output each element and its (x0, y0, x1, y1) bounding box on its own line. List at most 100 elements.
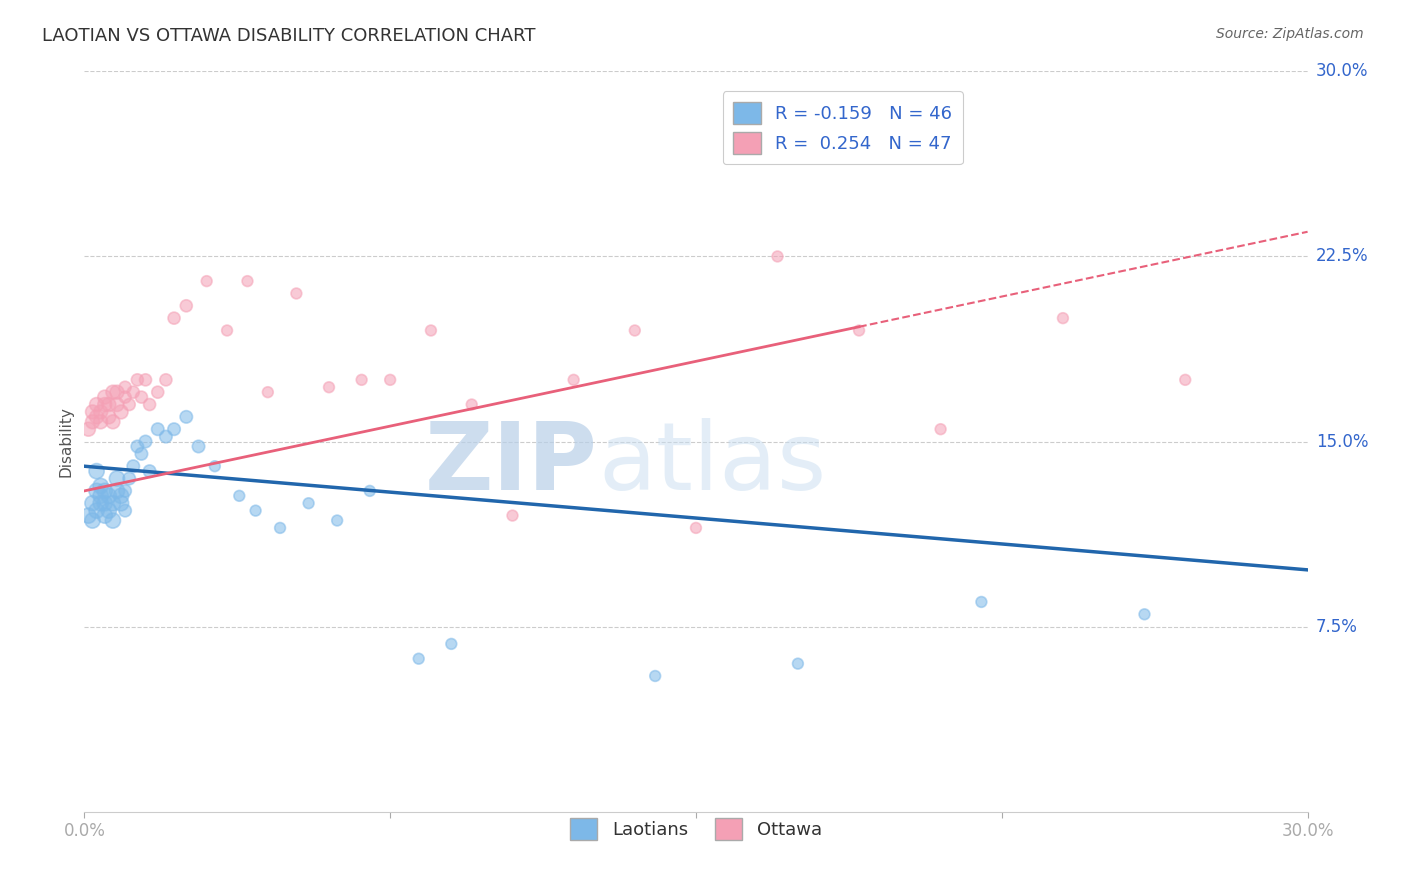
Point (82, 405, 104, 419)
Point (114, 390, 136, 404)
Point (787, 657, 810, 671)
Point (110, 489, 132, 503)
Point (86, 483, 108, 498)
Point (105, 483, 128, 498)
Point (90, 489, 112, 503)
Point (502, 508, 524, 523)
Point (195, 274, 218, 288)
Point (970, 595, 993, 609)
Text: Source: ZipAtlas.com: Source: ZipAtlas.com (1216, 27, 1364, 41)
Point (82, 514, 104, 528)
Point (138, 398, 160, 412)
Point (118, 398, 141, 412)
Point (228, 489, 250, 503)
Text: 15.0%: 15.0% (1316, 433, 1368, 450)
Point (77, 508, 100, 523)
Point (90, 405, 112, 419)
Point (138, 464, 160, 478)
Text: 7.5%: 7.5% (1316, 617, 1358, 636)
Point (110, 405, 132, 419)
Point (86, 503, 108, 517)
Point (127, 373, 149, 387)
Point (562, 373, 585, 387)
Point (97, 503, 120, 517)
Point (105, 398, 128, 412)
Point (114, 380, 136, 394)
Legend: Laotians, Ottawa: Laotians, Ottawa (562, 811, 830, 847)
Point (93, 508, 115, 523)
Point (97, 409, 120, 424)
Point (131, 447, 153, 461)
Point (135, 434, 157, 449)
Text: 22.5%: 22.5% (1316, 247, 1368, 266)
Text: 30.0%: 30.0% (1316, 62, 1368, 80)
Point (86, 464, 108, 478)
Point (236, 274, 259, 288)
Point (90, 479, 112, 493)
Point (146, 385, 169, 400)
Point (359, 483, 381, 498)
Point (298, 496, 321, 510)
Point (408, 651, 430, 665)
Point (624, 324, 647, 338)
Point (146, 422, 169, 436)
Point (380, 373, 402, 387)
Point (135, 373, 157, 387)
Point (766, 249, 789, 264)
Text: LAOTIAN VS OTTAWA DISABILITY CORRELATION CHART: LAOTIAN VS OTTAWA DISABILITY CORRELATION… (42, 27, 536, 45)
Point (155, 429, 177, 443)
Text: atlas: atlas (598, 417, 827, 509)
Point (101, 514, 124, 528)
Point (929, 422, 952, 436)
Point (114, 503, 136, 517)
Point (90, 415, 112, 429)
Point (155, 373, 177, 387)
Point (644, 669, 666, 683)
Point (174, 299, 197, 313)
Point (217, 324, 239, 338)
Point (1174, 373, 1197, 387)
Point (93, 483, 115, 498)
Point (101, 385, 124, 400)
Point (97, 398, 120, 412)
Point (105, 471, 128, 485)
Point (86, 409, 108, 424)
Point (93, 398, 115, 412)
Y-axis label: Disability: Disability (58, 406, 73, 477)
Point (318, 380, 340, 394)
Point (82, 496, 104, 510)
Point (82, 415, 104, 429)
Point (105, 385, 128, 400)
Point (685, 521, 707, 535)
Point (90, 496, 112, 510)
Point (461, 398, 484, 412)
Point (350, 373, 373, 387)
Point (420, 324, 443, 338)
Point (440, 637, 463, 651)
Point (174, 409, 197, 424)
Text: ZIP: ZIP (425, 417, 598, 509)
Point (245, 503, 267, 517)
Point (269, 521, 291, 535)
Point (1133, 607, 1156, 622)
Point (122, 459, 145, 474)
Point (163, 422, 186, 436)
Point (187, 440, 209, 454)
Point (326, 514, 349, 528)
Point (127, 440, 149, 454)
Point (86, 398, 108, 412)
Point (77, 422, 100, 436)
Point (285, 286, 308, 301)
Point (101, 415, 124, 429)
Point (257, 385, 280, 400)
Point (114, 483, 136, 498)
Point (131, 390, 153, 404)
Point (110, 496, 132, 510)
Point (848, 324, 870, 338)
Point (1052, 311, 1074, 326)
Point (122, 385, 145, 400)
Point (163, 311, 186, 326)
Point (97, 489, 120, 503)
Point (204, 459, 226, 474)
Point (101, 496, 124, 510)
